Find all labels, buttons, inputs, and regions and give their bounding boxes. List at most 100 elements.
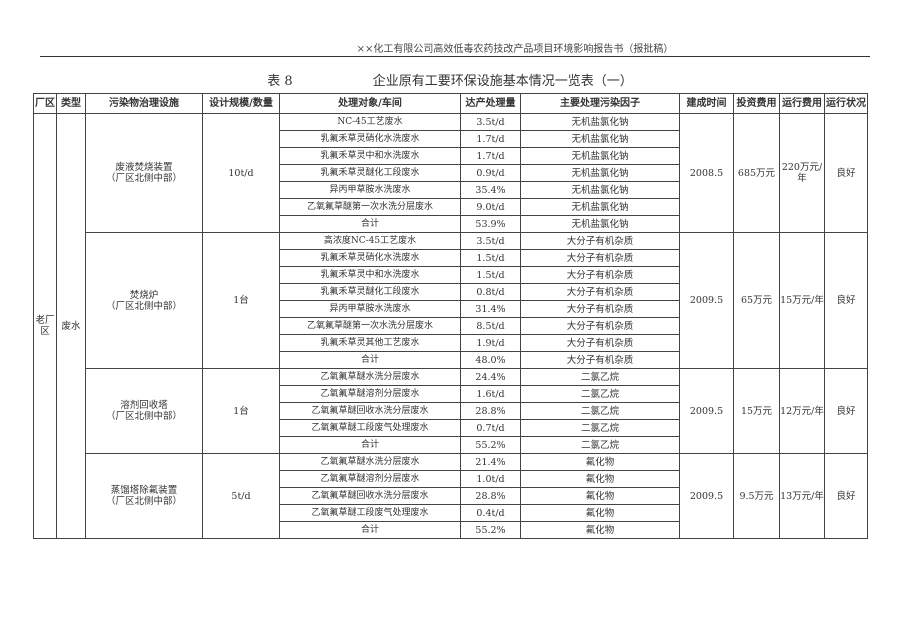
pollutant-factor: 二氯乙烷 xyxy=(520,368,680,386)
table-row: 合计 48.0% 大分子有机杂质 xyxy=(34,351,868,369)
scale-cell: 1台 xyxy=(202,232,280,369)
treatment-object: 乙氧氟草醚第一次水洗分层废水 xyxy=(279,317,461,335)
treatment-amount: 1.0t/d xyxy=(460,470,521,488)
treatment-amount: 28.8% xyxy=(460,487,521,505)
column-header: 主要处理污染因子 xyxy=(520,93,680,114)
treatment-object: 乳氟禾草灵中和水洗废水 xyxy=(279,266,461,284)
treatment-object: 乳氟禾草灵醚化工段废水 xyxy=(279,283,461,301)
treatment-amount: 24.4% xyxy=(460,368,521,386)
treatment-object: 乙氧氟草醚水洗分层废水 xyxy=(279,368,461,386)
treatment-object: 乳氟禾草灵硝化水洗废水 xyxy=(279,249,461,267)
treatment-amount: 0.4t/d xyxy=(460,504,521,522)
treatment-object: 乙氧氟草醚水洗分层废水 xyxy=(279,453,461,471)
column-header: 污染物治理设施 xyxy=(85,93,203,114)
treatment-object: 乳氟禾草灵中和水洗废水 xyxy=(279,147,461,165)
treatment-amount: 31.4% xyxy=(460,300,521,318)
column-header: 厂区 xyxy=(33,93,57,114)
pollutant-factor: 二氯乙烷 xyxy=(520,385,680,403)
pollutant-factor: 大分子有机杂质 xyxy=(520,351,680,369)
column-header: 类型 xyxy=(56,93,86,114)
treatment-amount: 1.7t/d xyxy=(460,147,521,165)
pollutant-factor: 氟化物 xyxy=(520,487,680,505)
table-row: 蒸馏塔除氟装置 （厂区北侧中部） 5t/d 乙氧氟草醚水洗分层废水 21.4% 氟化物 20… xyxy=(34,453,868,539)
column-header: 建成时间 xyxy=(679,93,734,114)
pollutant-factor: 无机盐氯化钠 xyxy=(520,198,680,216)
pollutant-factor: 大分子有机杂质 xyxy=(520,249,680,267)
table-row: 乳氟禾草灵硝化水洗废水 1.5t/d 大分子有机杂质 xyxy=(34,249,868,267)
facility-name: 焚烧炉 xyxy=(129,289,159,301)
running-cost: 220万元/年 xyxy=(779,113,825,233)
table-row: 焚烧炉 （厂区北侧中部） 1台 高浓度NC-45工艺废水 3.5t/d 大分子有机杂质 20… xyxy=(34,232,868,369)
treatment-object: 乙氧氟草醚第一次水洗分层废水 xyxy=(279,198,461,216)
pollutant-factor: 无机盐氯化钠 xyxy=(520,215,680,233)
treatment-object: 乙氧氟草醚工段废气处理废水 xyxy=(279,419,461,437)
investment-cost: 65万元 xyxy=(733,232,780,369)
type-cell: 废水 xyxy=(56,113,86,539)
pollutant-factor: 无机盐氯化钠 xyxy=(520,181,680,199)
treatment-amount: 28.8% xyxy=(460,402,521,420)
facility-location: （厂区北侧中部） xyxy=(105,300,182,312)
table-row: 乳氟禾草灵其他工艺废水 1.9t/d 大分子有机杂质 xyxy=(34,334,868,352)
treatment-amount: 35.4% xyxy=(460,181,521,199)
treatment-amount: 0.7t/d xyxy=(460,419,521,437)
table-row: 合计 55.2% 氟化物 xyxy=(34,521,868,539)
pollutant-factor: 大分子有机杂质 xyxy=(520,266,680,284)
column-header: 处理对象/车间 xyxy=(279,93,461,114)
treatment-object: 乳氟禾草灵硝化水洗废水 xyxy=(279,130,461,148)
table-row: 乳氟禾草灵硝化水洗废水 1.7t/d 无机盐氯化钠 xyxy=(34,130,868,148)
investment-cost: 9.5万元 xyxy=(733,453,780,539)
table-row: 乳氟禾草灵醚化工段废水 0.9t/d 无机盐氯化钠 xyxy=(34,164,868,182)
facility-name: 废液焚烧装置 xyxy=(115,162,173,173)
treatment-amount: 8.5t/d xyxy=(460,317,521,335)
built-date: 2009.5 xyxy=(679,368,734,454)
built-date: 2009.5 xyxy=(679,453,734,539)
treatment-amount: 48.0% xyxy=(460,351,521,369)
facility-location: （厂区北侧中部） xyxy=(105,411,182,422)
investment-cost: 15万元 xyxy=(733,368,780,454)
treatment-object: 乳氟禾草灵其他工艺废水 xyxy=(279,334,461,352)
table-row: 溶剂回收塔 （厂区北侧中部） 1台 乙氧氟草醚水洗分层废水 24.4% 二氯乙烷 2009.… xyxy=(34,368,868,454)
header-rule xyxy=(40,56,870,57)
treatment-amount: 55.2% xyxy=(460,436,521,454)
facility-name: 溶剂回收塔 xyxy=(120,400,168,411)
treatment-amount: 1.9t/d xyxy=(460,334,521,352)
treatment-object: NC-45工艺废水 xyxy=(279,113,461,131)
treatment-object: 乙氧氟草醚工段废气处理废水 xyxy=(279,504,461,522)
operation-status: 良好 xyxy=(824,113,868,233)
treatment-amount: 0.8t/d xyxy=(460,283,521,301)
facility-cell: 溶剂回收塔 （厂区北侧中部） xyxy=(85,368,203,454)
treatment-object: 合计 xyxy=(279,436,461,454)
running-cost: 13万元/年 xyxy=(779,453,825,539)
operation-status: 良好 xyxy=(824,232,868,369)
column-header: 达产处理量 xyxy=(460,93,521,114)
treatment-amount: 55.2% xyxy=(460,521,521,539)
facility-location: （厂区北侧中部） xyxy=(105,496,182,507)
pollutant-factor: 大分子有机杂质 xyxy=(520,232,680,250)
pollutant-factor: 无机盐氯化钠 xyxy=(520,113,680,131)
treatment-object: 乳氟禾草灵醚化工段废水 xyxy=(279,164,461,182)
treatment-amount: 1.5t/d xyxy=(460,266,521,284)
table-row: 合计 55.2% 二氯乙烷 xyxy=(34,436,868,454)
column-header: 运行状况 xyxy=(824,93,868,114)
treatment-object: 异丙甲草胺水洗废水 xyxy=(279,300,461,318)
facility-name: 蒸馏塔除氟装置 xyxy=(110,485,178,496)
facility-cell: 焚烧炉 （厂区北侧中部） xyxy=(85,232,203,369)
built-date: 2009.5 xyxy=(679,232,734,369)
running-cost: 12万元/年 xyxy=(779,368,825,454)
pollutant-factor: 氟化物 xyxy=(520,521,680,539)
scale-cell: 1台 xyxy=(202,368,280,454)
running-cost: 15万元/年 xyxy=(779,232,825,369)
treatment-object: 异丙甲草胺水洗废水 xyxy=(279,181,461,199)
facility-cell: 废液焚烧装置 （厂区北侧中部） xyxy=(85,113,203,233)
treatment-amount: 1.7t/d xyxy=(460,130,521,148)
pollutant-factor: 二氯乙烷 xyxy=(520,402,680,420)
investment-cost: 685万元 xyxy=(733,113,780,233)
pollutant-factor: 氟化物 xyxy=(520,504,680,522)
treatment-amount: 3.5t/d xyxy=(460,232,521,250)
pollutant-factor: 大分子有机杂质 xyxy=(520,300,680,318)
treatment-amount: 53.9% xyxy=(460,215,521,233)
treatment-object: 高浓度NC-45工艺废水 xyxy=(279,232,461,250)
treatment-amount: 3.5t/d xyxy=(460,113,521,131)
pollutant-factor: 无机盐氯化钠 xyxy=(520,130,680,148)
table-caption: 表 8 企业原有工要环保设施基本情况一览表（一） xyxy=(0,70,900,89)
